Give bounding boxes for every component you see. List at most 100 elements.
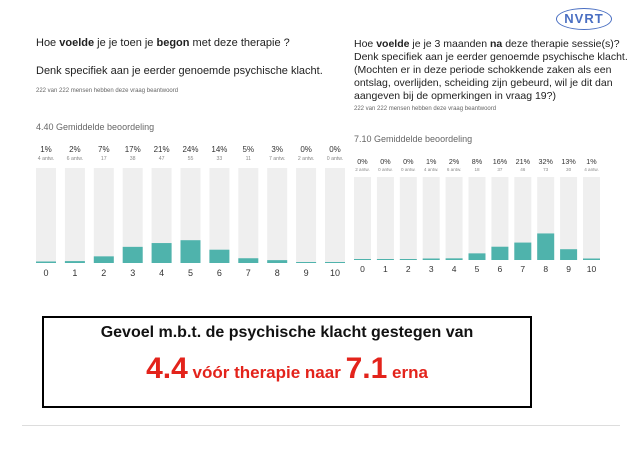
right-bar-9 — [560, 249, 578, 260]
right-percent-label-10: 1% — [586, 157, 597, 166]
left-percent-label-1: 2% — [69, 145, 81, 154]
right-bar-track-1 — [376, 177, 394, 260]
left-x-tick-8: 8 — [275, 268, 280, 278]
left-count-label-4: 47 — [159, 156, 165, 162]
right-question-title: Hoe voelde je je 3 maanden na deze thera… — [354, 38, 620, 50]
right-bar-10 — [583, 258, 600, 260]
left-x-tick-2: 2 — [101, 268, 106, 278]
left-count-label-5: 55 — [188, 156, 194, 162]
right-bar-1 — [376, 259, 394, 260]
right-bar-track-10 — [583, 177, 600, 260]
right-count-label-1: 0 antw. — [378, 167, 393, 172]
right-percent-label-0: 0% — [357, 157, 368, 166]
left-bar-track-0 — [36, 168, 56, 263]
right-bar-3 — [422, 258, 440, 260]
right-x-tick-9: 9 — [566, 264, 571, 274]
left-count-label-10: 0 antw. — [327, 156, 343, 162]
right-count-label-10: 4 antw. — [584, 167, 599, 172]
left-bar-2 — [93, 256, 114, 263]
right-bar-0 — [354, 259, 371, 260]
right-x-tick-8: 8 — [543, 264, 548, 274]
right-percent-label-4: 2% — [449, 157, 460, 166]
right-x-tick-0: 0 — [360, 264, 365, 274]
left-percent-label-4: 21% — [154, 145, 170, 154]
right-x-tick-5: 5 — [475, 264, 480, 274]
right-percent-label-7: 21% — [516, 157, 531, 166]
right-x-tick-6: 6 — [498, 264, 503, 274]
right-average: 7.10 Gemiddelde beoordeling — [354, 134, 473, 144]
left-percent-label-6: 14% — [211, 145, 227, 154]
left-count-label-9: 2 antw. — [298, 156, 314, 162]
left-average: 4.40 Gemiddelde beoordeling — [36, 122, 155, 132]
right-bar-track-9 — [560, 177, 578, 260]
left-count-label-7: 11 — [246, 156, 251, 162]
bottom-divider — [22, 425, 620, 426]
right-bar-track-6 — [491, 177, 509, 260]
right-x-tick-1: 1 — [383, 264, 388, 274]
right-bar-track-4 — [445, 177, 463, 260]
nvrt-logo: NVRT — [556, 8, 612, 30]
right-percent-label-6: 16% — [493, 157, 508, 166]
left-bar-track-3 — [122, 168, 143, 263]
left-bar-track-7 — [238, 168, 259, 263]
left-count-label-0: 4 antw. — [38, 156, 54, 162]
summary-title: Gevoel m.b.t. de psychische klacht geste… — [100, 324, 474, 341]
right-count-label-0: 2 antw. — [355, 167, 370, 172]
right-count-label-7: 46 — [520, 167, 526, 172]
left-bar-0 — [36, 261, 56, 263]
left-bar-10 — [325, 262, 345, 263]
right-bar-8 — [537, 233, 555, 260]
left-x-tick-7: 7 — [246, 268, 251, 278]
summary-from-value: 4.4 — [146, 352, 188, 385]
left-count-label-1: 6 antw. — [67, 156, 83, 162]
left-x-tick-10: 10 — [330, 268, 340, 278]
left-percent-label-8: 3% — [271, 145, 283, 154]
right-percent-label-3: 1% — [426, 157, 437, 166]
left-bar-7 — [238, 258, 259, 263]
right-bar-track-2 — [399, 177, 417, 260]
right-percent-label-5: 8% — [472, 157, 483, 166]
right-count-label-8: 73 — [543, 167, 549, 172]
right-bar-6 — [491, 246, 509, 260]
left-respondents: 222 van 222 mensen hebben deze vraag bea… — [36, 88, 179, 94]
left-bar-track-8 — [267, 168, 288, 263]
left-bar-5 — [180, 240, 201, 263]
summary-end-text: erna — [387, 363, 428, 382]
right-respondents: 222 van 222 mensen hebben deze vraag bea… — [354, 106, 497, 112]
right-bar-track-7 — [514, 177, 532, 260]
right-percent-label-1: 0% — [380, 157, 391, 166]
right-x-tick-7: 7 — [520, 264, 525, 274]
right-count-label-3: 4 antw. — [424, 167, 439, 172]
right-bar-7 — [514, 242, 532, 260]
left-percent-label-2: 7% — [98, 145, 110, 154]
summary-result: 4.4 vóór therapie naar 7.1 erna — [44, 352, 530, 386]
right-bar-2 — [399, 259, 417, 260]
summary-to-value: 7.1 — [345, 352, 388, 385]
left-x-tick-6: 6 — [217, 268, 222, 278]
left-bar-8 — [267, 260, 288, 263]
left-percent-label-9: 0% — [300, 145, 312, 154]
right-x-tick-4: 4 — [452, 264, 457, 274]
right-bar-4 — [445, 258, 463, 260]
right-count-label-2: 0 antw. — [401, 167, 416, 172]
right-question-line2: Denk specifiek aan je eerder genoemde ps… — [354, 51, 628, 63]
left-x-tick-5: 5 — [188, 268, 193, 278]
summary-middle-text: vóór therapie naar — [187, 363, 346, 382]
left-count-label-6: 33 — [217, 156, 223, 162]
right-count-label-4: 6 antw. — [447, 167, 462, 172]
left-bar-9 — [296, 262, 317, 263]
summary-box: Gevoel m.b.t. de psychische klacht geste… — [42, 316, 532, 408]
left-percent-label-10: 0% — [329, 145, 341, 154]
left-bar-4 — [151, 243, 172, 263]
left-bar-track-9 — [296, 168, 317, 263]
right-bar-5 — [468, 253, 486, 260]
left-question-title: Hoe voelde je je toen je begon met deze … — [36, 37, 290, 49]
right-count-label-9: 30 — [566, 167, 572, 172]
left-x-tick-4: 4 — [159, 268, 164, 278]
right-percent-label-9: 13% — [561, 157, 576, 166]
left-bar-track-1 — [64, 168, 85, 263]
left-bar-track-4 — [151, 168, 172, 263]
left-bar-track-5 — [180, 168, 201, 263]
right-x-tick-3: 3 — [429, 264, 434, 274]
right-bar-track-3 — [422, 177, 440, 260]
